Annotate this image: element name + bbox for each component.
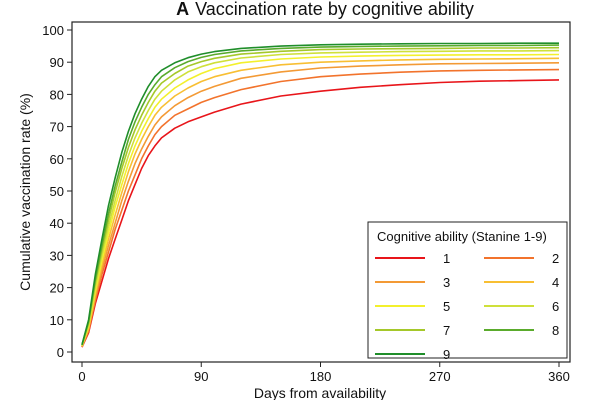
legend-label-5: 5 [443, 299, 450, 314]
chart-title-text: Vaccination rate by cognitive ability [195, 0, 474, 19]
legend-label-1: 1 [443, 251, 450, 266]
chart-title-letter: A [176, 0, 189, 19]
series-line-8 [81, 44, 560, 346]
legend-label-7: 7 [443, 323, 450, 338]
legend-label-9: 9 [443, 347, 450, 362]
legend-title: Cognitive ability (Stanine 1-9) [377, 229, 547, 244]
legend: Cognitive ability (Stanine 1-9) 1 2 3 4 5 6 7 8 9 [367, 221, 568, 362]
y-axis-label: Cumulative vaccination rate (%) [17, 93, 33, 291]
x-tick-label: 90 [194, 369, 208, 384]
series-line-2 [81, 68, 560, 348]
series-line-7 [81, 46, 560, 346]
x-tick-label: 360 [548, 369, 570, 384]
y-tick-label: 100 [42, 23, 64, 38]
y-tick-label: 20 [50, 281, 64, 296]
y-tick-label: 0 [57, 345, 64, 360]
y-tick-label: 50 [50, 184, 64, 199]
y-tick-label: 30 [50, 248, 64, 263]
series-line-5 [81, 53, 560, 347]
y-tick-label: 90 [50, 55, 64, 70]
x-tick-label: 270 [429, 369, 451, 384]
x-tick-label: 0 [78, 369, 85, 384]
y-tick-label: 70 [50, 120, 64, 135]
legend-label-3: 3 [443, 275, 450, 290]
y-tick-label: 40 [50, 216, 64, 231]
y-tick-label: 60 [50, 152, 64, 167]
y-tick-label: 80 [50, 87, 64, 102]
legend-box [367, 221, 568, 359]
legend-label-4: 4 [552, 275, 559, 290]
series-lines [81, 42, 560, 348]
legend-label-6: 6 [552, 299, 559, 314]
series-line-1 [81, 79, 560, 348]
y-tick-label: 10 [50, 313, 64, 328]
series-line-4 [81, 57, 560, 347]
x-axis-label: Days from availability [254, 385, 386, 400]
x-tick-label: 180 [310, 369, 332, 384]
chart-title: A Vaccination rate by cognitive ability [176, 0, 474, 19]
series-line-3 [81, 62, 560, 347]
series-line-6 [81, 49, 560, 346]
series-line-9 [81, 42, 559, 345]
legend-label-8: 8 [552, 323, 559, 338]
legend-label-2: 2 [552, 251, 559, 266]
